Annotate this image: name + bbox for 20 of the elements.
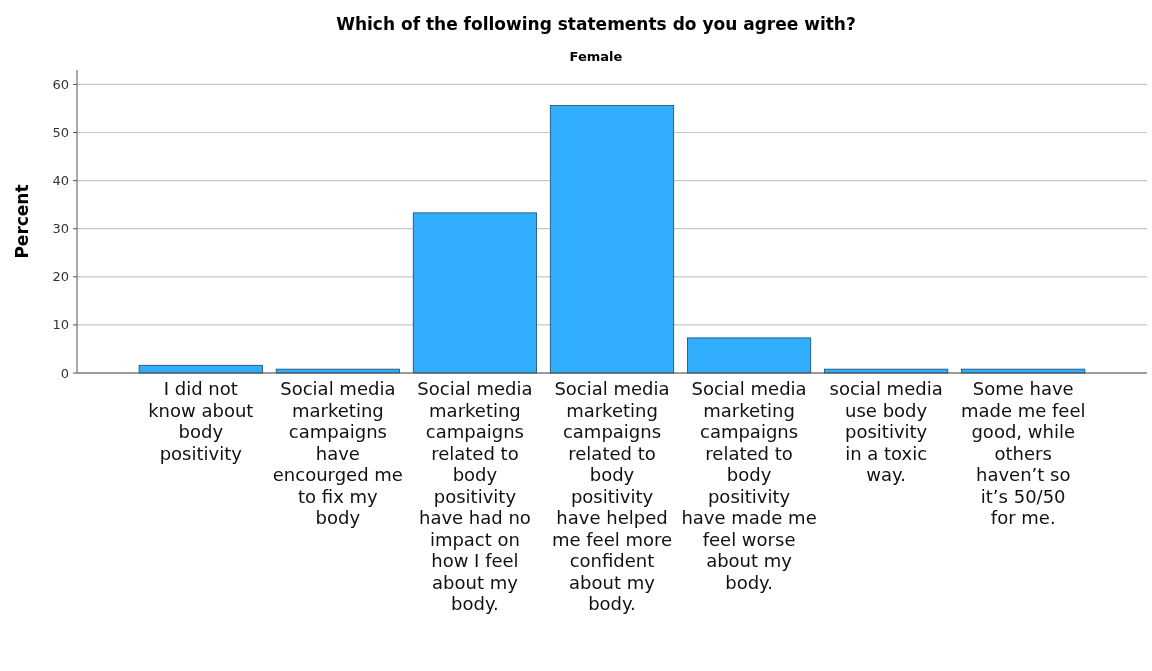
y-tick-label: 0 [60, 365, 69, 381]
y-tick-label: 40 [52, 173, 69, 189]
y-tick-label: 60 [52, 76, 69, 92]
category-label: Social media marketing campaigns related to body positivity have made me feel worse about my body. [681, 378, 817, 593]
x-tick-label: Some have made me feel good, while others haven’t so it’s 50/50 for me. [960, 378, 1086, 528]
category-label: Social media marketing campaigns related to body positivity have had no impact on how I feel about my body. [417, 378, 533, 614]
chart-title: Which of the following statements do you agree with? [336, 14, 856, 34]
y-tick-label: 50 [52, 125, 69, 141]
y-tick-label: 30 [52, 221, 69, 237]
category-label: Social media marketing campaigns related to body positivity have helped me feel more confident about my body. [551, 378, 673, 614]
x-tick-label: social media use body positivity in a toxic way. [829, 378, 943, 485]
x-tick-label: Social media marketing campaigns have encourged me to fix my body [272, 378, 403, 528]
y-tick-label: 10 [52, 317, 69, 333]
chart-subtitle: Female [569, 49, 623, 64]
y-axis-title: Percent [12, 184, 32, 259]
bar [686, 337, 812, 374]
bar [549, 105, 675, 374]
bar [412, 212, 538, 374]
y-tick-label: 20 [52, 269, 69, 285]
x-tick-label: I did not know about body positivity [148, 378, 254, 464]
